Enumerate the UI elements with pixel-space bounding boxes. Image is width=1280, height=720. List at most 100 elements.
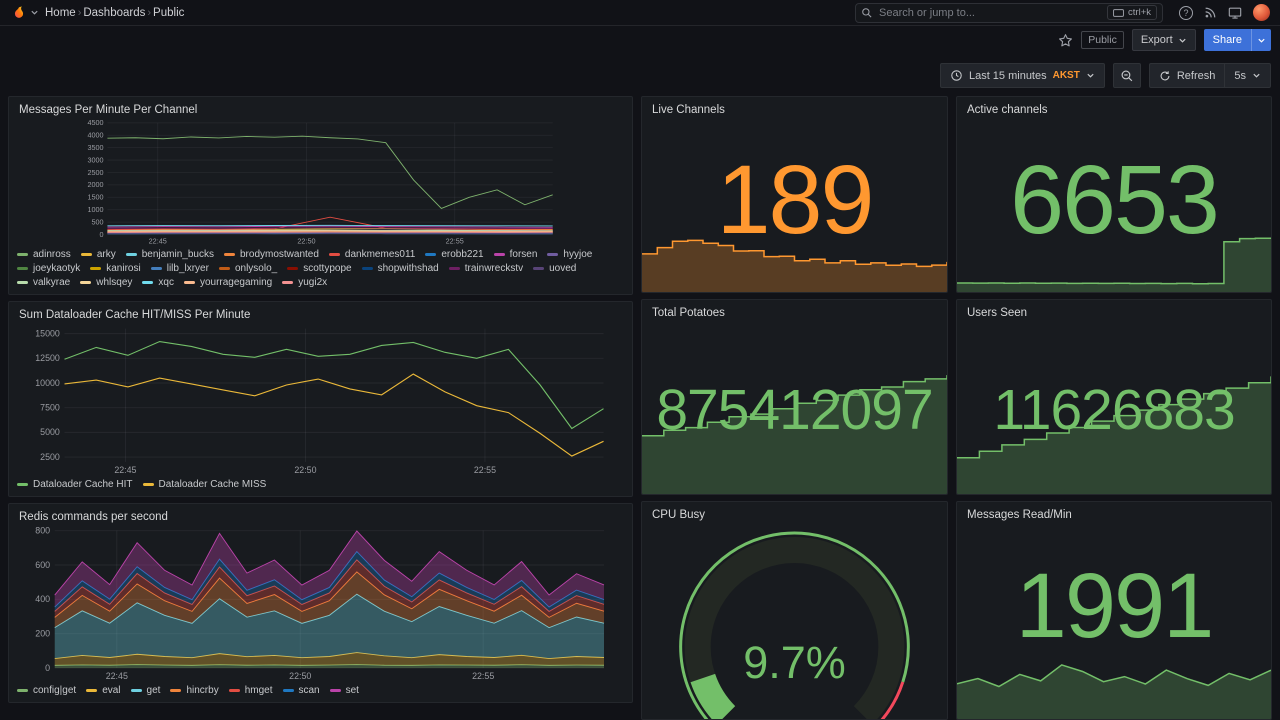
public-badge: Public (1081, 31, 1124, 49)
legend-swatch (17, 281, 28, 284)
legend-item[interactable]: benjamin_bucks (125, 249, 214, 260)
legend-item[interactable]: brodymostwanted (223, 249, 319, 260)
legend-item[interactable]: get (130, 685, 161, 696)
legend-item[interactable]: lilb_lxryer (150, 263, 209, 274)
svg-text:22:45: 22:45 (106, 671, 128, 681)
stat-value: 11626883 (993, 378, 1235, 442)
dataloader-legend: Dataloader Cache HIT Dataloader Cache MIS… (9, 476, 632, 496)
legend-label: brodymostwanted (239, 249, 319, 260)
panel-title: Active channels (967, 104, 1048, 116)
svg-text:800: 800 (35, 526, 50, 535)
legend-item[interactable]: eval (86, 685, 121, 696)
legend-swatch (80, 253, 92, 256)
messages-chart[interactable]: 0 500 1000 1500 2000 2500 3000 3500 4000 4500 22:4… (9, 119, 632, 246)
legend-item[interactable]: scottypope (287, 263, 352, 274)
panel-users-seen: Users Seen 11626883 (956, 299, 1272, 495)
share-split-button: Share (1203, 29, 1271, 51)
legend-swatch (282, 689, 294, 692)
legend-swatch (17, 689, 28, 692)
breadcrumb-separator: › (147, 6, 152, 19)
refresh-interval-dropdown[interactable]: 5s (1224, 63, 1271, 88)
legend-item[interactable]: xqc (142, 277, 174, 288)
legend-item[interactable]: Dataloader Cache HIT (17, 479, 133, 490)
panel-redis-commands: Redis commands per second 0 200 400 600 800 2… (8, 503, 633, 703)
live-channels-sparkline (642, 239, 947, 292)
search-shortcut-kbd: ctrl+k (1107, 5, 1157, 20)
rss-icon[interactable] (1204, 6, 1217, 19)
legend-label: hyyjoe (563, 249, 593, 260)
users-seen-sparkline (957, 376, 1271, 494)
legend-item[interactable]: onlysolo_ (218, 263, 277, 274)
legend-swatch (142, 281, 154, 284)
legend-item[interactable]: forsen (493, 249, 538, 260)
favorite-star-icon[interactable] (1058, 33, 1073, 48)
refresh-button[interactable]: Refresh (1148, 63, 1225, 88)
redis-chart[interactable]: 0 200 400 600 800 22:45 22:50 22:55 (9, 526, 632, 682)
legend-label: get (146, 685, 161, 696)
breadcrumb-home[interactable]: Home (45, 6, 76, 19)
legend-item[interactable]: valkyrae (17, 277, 70, 288)
time-range-picker[interactable]: Last 15 minutes AKST (939, 63, 1105, 88)
monitor-icon[interactable] (1228, 6, 1242, 20)
legend-swatch (493, 253, 505, 256)
legend-item[interactable]: kanirosi (90, 263, 141, 274)
panel-active-channels: Active channels 6653 (956, 96, 1272, 293)
legend-item[interactable]: dankmemes011 (328, 249, 415, 260)
legend-item[interactable]: arky (80, 249, 116, 260)
legend-item[interactable]: config|get (17, 685, 76, 696)
panel-title: Live Channels (652, 104, 725, 116)
legend-item[interactable]: hyyjoe (547, 249, 592, 260)
legend-item[interactable]: Dataloader Cache MISS (142, 479, 266, 490)
legend-item[interactable]: adinross (17, 249, 71, 260)
legend-item[interactable]: scan (282, 685, 320, 696)
legend-item[interactable]: set (329, 685, 359, 696)
redis-legend: config|get eval get hincrby hmget scan set (9, 682, 632, 702)
zoom-out-icon (1121, 70, 1133, 81)
user-avatar[interactable] (1253, 4, 1270, 21)
breadcrumb-dashboards[interactable]: Dashboards (83, 6, 146, 19)
search-box[interactable]: ctrl+k (855, 2, 1163, 23)
legend-swatch (86, 689, 98, 692)
svg-text:1500: 1500 (87, 193, 103, 202)
help-icon[interactable]: ? (1179, 5, 1193, 20)
svg-text:1000: 1000 (87, 205, 103, 214)
legend-swatch (282, 281, 294, 284)
keyboard-icon (1113, 8, 1124, 17)
legend-item[interactable]: hmget (228, 685, 273, 696)
legend-swatch (170, 689, 182, 692)
legend-item[interactable]: joeykaotyk (17, 263, 80, 274)
legend-item[interactable]: hincrby (170, 685, 219, 696)
grafana-logo[interactable] (10, 4, 39, 22)
panel-total-potatoes: Total Potatoes 875412097 (641, 299, 948, 495)
zoom-out-button[interactable] (1112, 63, 1141, 88)
legend-label: forsen (509, 249, 538, 260)
panel-title: Messages Read/Min (967, 509, 1072, 521)
svg-text:2000: 2000 (87, 180, 103, 189)
share-button[interactable]: Share (1203, 29, 1251, 51)
refresh-split-button: Refresh 5s (1148, 63, 1271, 88)
share-dropdown-button[interactable] (1251, 29, 1271, 51)
legend-item[interactable]: erobb221 (425, 249, 484, 260)
legend-swatch (448, 267, 460, 270)
legend-item[interactable]: whlsqey (80, 277, 132, 288)
legend-item[interactable]: yugi2x (282, 277, 327, 288)
export-button[interactable]: Export (1131, 29, 1196, 51)
legend-swatch (142, 483, 154, 486)
dataloader-chart[interactable]: 2500 5000 7500 10000 12500 15000 22:45 22:50 22:… (9, 324, 632, 476)
svg-text:2500: 2500 (40, 452, 60, 462)
legend-swatch (17, 267, 28, 270)
legend-swatch (329, 689, 341, 692)
search-icon (862, 7, 872, 17)
legend-item[interactable]: uoved (533, 263, 576, 274)
legend-label: benjamin_bucks (141, 249, 214, 260)
legend-item[interactable]: shopwithshad (361, 263, 439, 274)
svg-text:200: 200 (35, 628, 50, 638)
refresh-interval-label: 5s (1234, 69, 1246, 82)
svg-text:22:55: 22:55 (472, 671, 494, 681)
svg-text:10000: 10000 (35, 378, 60, 388)
legend-item[interactable]: trainwreckstv (448, 263, 523, 274)
navbar-icon-group: ? (1179, 4, 1270, 21)
legend-swatch (218, 267, 230, 270)
search-input[interactable] (879, 6, 1102, 19)
legend-item[interactable]: yourragegaming (183, 277, 272, 288)
